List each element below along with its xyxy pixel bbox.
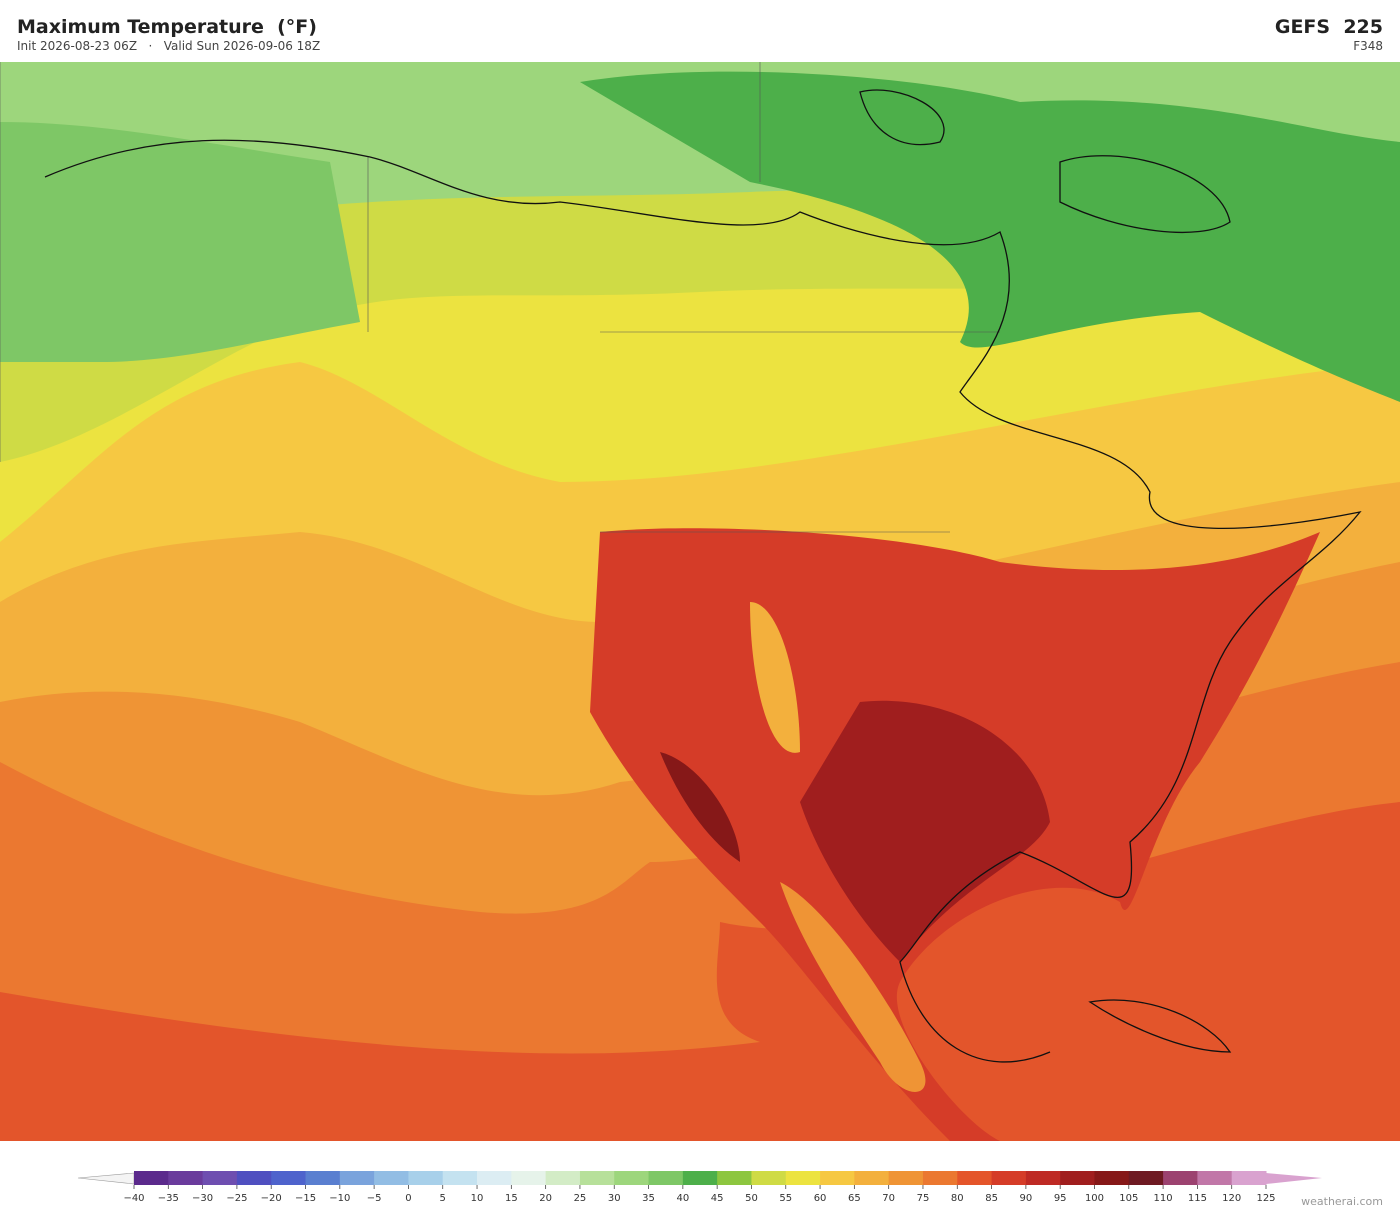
colorbar-tick-label: −35 bbox=[158, 1193, 179, 1204]
mountains bbox=[780, 882, 926, 1092]
colorbar-bin bbox=[1231, 1171, 1267, 1185]
colorbar-bin bbox=[477, 1171, 512, 1185]
colorbar-over bbox=[1266, 1173, 1322, 1184]
colorbar-tick-label: 20 bbox=[539, 1193, 552, 1204]
colorbar-bin bbox=[957, 1171, 993, 1185]
colorbar-tick-label: 65 bbox=[848, 1193, 861, 1204]
colorbar-bin bbox=[374, 1171, 409, 1185]
colorbar-tick-label: 35 bbox=[642, 1193, 655, 1204]
land-hottest bbox=[660, 752, 740, 862]
colorbar-bin bbox=[579, 1171, 615, 1185]
colorbar-tick-label: 0 bbox=[405, 1193, 411, 1204]
colorbar-tick-label: −5 bbox=[367, 1193, 382, 1204]
colorbar-bin bbox=[202, 1171, 238, 1185]
colorbar-tick-label: −15 bbox=[295, 1193, 316, 1204]
colorbar-bin bbox=[717, 1171, 752, 1185]
colorbar-bin bbox=[682, 1171, 718, 1185]
colorbar-bin bbox=[134, 1171, 169, 1185]
map bbox=[0, 62, 1400, 1141]
colorbar-bin bbox=[545, 1171, 581, 1185]
colorbar-tick-label: 15 bbox=[505, 1193, 518, 1204]
colorbar-tick-label: 115 bbox=[1188, 1193, 1207, 1204]
colorbar-bin bbox=[1163, 1171, 1198, 1185]
colorbar-tick-label: 25 bbox=[574, 1193, 587, 1204]
land-hottest bbox=[800, 700, 1050, 962]
islands bbox=[859, 89, 1232, 1053]
colorbar-tick-label: −20 bbox=[261, 1193, 282, 1204]
colorbar-bin bbox=[1025, 1171, 1061, 1185]
colorbar-tick-label: −40 bbox=[123, 1193, 144, 1204]
colorbar-tick-label: 70 bbox=[882, 1193, 895, 1204]
colorbar-bin bbox=[1128, 1171, 1164, 1185]
subtitle: Init 2026-08-23 06Z · Valid Sun 2026-09-… bbox=[17, 39, 321, 53]
colorbar-tick-label: 80 bbox=[951, 1193, 964, 1204]
colorbar-tick-label: 90 bbox=[1020, 1193, 1033, 1204]
colorbar-tick-label: 125 bbox=[1256, 1193, 1275, 1204]
colorbar-bin bbox=[511, 1171, 547, 1185]
credit: weatherai.com bbox=[1301, 1195, 1383, 1208]
colorbar-bin bbox=[408, 1171, 444, 1185]
colorbar-tick-label: 40 bbox=[676, 1193, 689, 1204]
colorbar-bin bbox=[1060, 1171, 1095, 1185]
colorbar-tick-label: 5 bbox=[440, 1193, 446, 1204]
model: GEFS 225 bbox=[1274, 16, 1383, 38]
title: Maximum Temperature (°F) bbox=[17, 16, 317, 38]
colorbar-tick-label: 105 bbox=[1119, 1193, 1138, 1204]
colorbar-tick-label: 55 bbox=[779, 1193, 792, 1204]
colorbar-tick-label: 100 bbox=[1085, 1193, 1104, 1204]
colorbar-bin bbox=[614, 1171, 650, 1185]
colorbar-bin bbox=[168, 1171, 204, 1185]
coastline bbox=[44, 139, 1362, 1063]
colorbar-bin bbox=[991, 1171, 1027, 1185]
colorbar-tick-label: 75 bbox=[917, 1193, 930, 1204]
temp-zone bbox=[0, 122, 360, 362]
colorbar-bin bbox=[820, 1171, 855, 1185]
colorbar-bin bbox=[236, 1171, 272, 1185]
colorbar-tick-label: −30 bbox=[192, 1193, 213, 1204]
colorbar-bin bbox=[442, 1171, 478, 1185]
colorbar-bin bbox=[785, 1171, 821, 1185]
colorbar-bin bbox=[339, 1171, 375, 1185]
colorbar-bin bbox=[751, 1171, 787, 1185]
colorbar-tick-label: 85 bbox=[985, 1193, 998, 1204]
colorbar-bin bbox=[271, 1171, 307, 1185]
forecast-hour: F348 bbox=[1353, 39, 1383, 53]
colorbar-tick-label: −25 bbox=[226, 1193, 247, 1204]
colorbar-tick-label: 30 bbox=[608, 1193, 621, 1204]
colorbar-tick-label: 120 bbox=[1222, 1193, 1241, 1204]
colorbar-bin bbox=[888, 1171, 924, 1185]
colorbar-tick-label: −10 bbox=[329, 1193, 350, 1204]
colorbar-tick-label: 45 bbox=[711, 1193, 724, 1204]
colorbar-bin bbox=[648, 1171, 684, 1185]
colorbar-bin bbox=[1197, 1171, 1233, 1185]
colorbar-under bbox=[77, 1172, 135, 1185]
colorbar-bin bbox=[1094, 1171, 1130, 1185]
colorbar-tick-label: 50 bbox=[745, 1193, 758, 1204]
boundaries bbox=[0, 62, 1000, 533]
colorbar-bin bbox=[922, 1171, 958, 1185]
mountains bbox=[750, 602, 800, 753]
colorbar-bin bbox=[305, 1171, 341, 1185]
colorbar-tick-label: 60 bbox=[814, 1193, 827, 1204]
colorbar-bin bbox=[854, 1171, 890, 1185]
colorbar-tick-label: 95 bbox=[1054, 1193, 1067, 1204]
colorbar-tick-label: 110 bbox=[1154, 1193, 1173, 1204]
colorbar-tick-label: 10 bbox=[471, 1193, 484, 1204]
colorbar: weatherai.com −40 −35 −30 −25 −20 −15 −10 −5 0 5 1… bbox=[77, 1171, 1383, 1208]
